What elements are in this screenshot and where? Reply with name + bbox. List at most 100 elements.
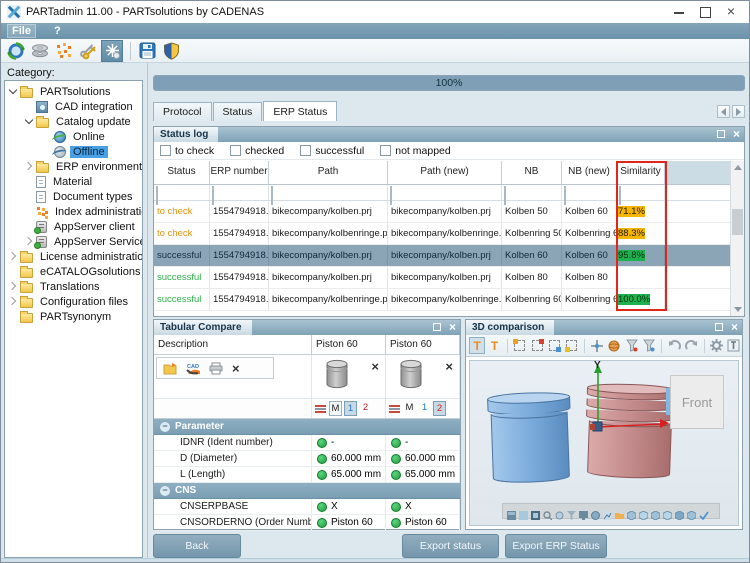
- section-parameter[interactable]: − Parameter: [154, 419, 460, 435]
- vertical-scrollbar[interactable]: [730, 161, 744, 316]
- list-view-icon[interactable]: [315, 404, 327, 414]
- zoom-icon[interactable]: [543, 507, 553, 520]
- compare-row[interactable]: L (Length) 65.000 mm 65.000 mm: [154, 467, 460, 483]
- view-back-icon[interactable]: [650, 507, 661, 521]
- tab-status[interactable]: Status: [212, 102, 263, 121]
- panel-maximize-icon[interactable]: [432, 323, 441, 331]
- security-shield-icon[interactable]: [160, 40, 182, 62]
- tree-item-appserver-client[interactable]: AppServer client: [5, 219, 142, 234]
- apply-check-icon[interactable]: [699, 507, 709, 520]
- menu-help[interactable]: ?: [53, 25, 61, 37]
- column-header[interactable]: NB: [502, 161, 562, 184]
- select-mode-3-icon[interactable]: [546, 337, 562, 354]
- expander-icon[interactable]: [8, 251, 19, 262]
- status-log-row-selected[interactable]: successful 1554794918.1 bikecompany/kolb…: [154, 245, 744, 267]
- compare-row[interactable]: CNSORDERNO (Order Number) Piston 60 Pist…: [154, 515, 460, 531]
- orbit-icon[interactable]: [555, 507, 564, 519]
- view-front-icon[interactable]: [638, 507, 649, 521]
- menu-file[interactable]: File: [7, 24, 36, 38]
- measure-icon[interactable]: [726, 337, 742, 354]
- tab-scroll-left-icon[interactable]: [717, 105, 730, 118]
- tab-protocol[interactable]: Protocol: [153, 102, 212, 121]
- mode-1-button[interactable]: 1: [344, 401, 357, 416]
- compare-close-icon[interactable]: ×: [232, 360, 240, 376]
- open-folder-icon[interactable]: [163, 362, 178, 375]
- sphere-icon[interactable]: [606, 337, 622, 354]
- index-icon[interactable]: [53, 40, 75, 62]
- render-shaded-icon[interactable]: [519, 507, 528, 520]
- column-header[interactable]: Similarity: [617, 161, 665, 184]
- export-status-button[interactable]: Export status: [402, 534, 499, 558]
- cad-export-icon[interactable]: CAD: [186, 362, 201, 375]
- status-log-row[interactable]: to check 1554794918.0 bikecompany/kolben…: [154, 201, 744, 223]
- tree-item-index-administration[interactable]: Index administration: [5, 204, 142, 219]
- view-top-icon[interactable]: [686, 507, 697, 521]
- column-header[interactable]: NB (new): [562, 161, 617, 184]
- column-header[interactable]: Path: [269, 161, 388, 184]
- section-cns[interactable]: − CNS: [154, 483, 460, 499]
- redo-icon[interactable]: [683, 337, 699, 354]
- minimize-icon[interactable]: [673, 6, 685, 18]
- column-filter-input[interactable]: [390, 186, 392, 205]
- tree-item-ecatalogsolutions[interactable]: eCATALOGsolutions: [5, 264, 142, 279]
- checkbox-icon[interactable]: [160, 145, 171, 156]
- checkbox-icon[interactable]: [230, 145, 242, 156]
- remove-item-icon[interactable]: ×: [445, 359, 453, 374]
- compare-row[interactable]: IDNR (Ident number) - -: [154, 435, 460, 451]
- tab-scroll-right-icon[interactable]: [732, 105, 745, 118]
- license-keys-icon[interactable]: [77, 40, 99, 62]
- render-wire-icon[interactable]: [531, 507, 540, 520]
- mode-1-button[interactable]: 1: [421, 402, 428, 413]
- checkbox-icon[interactable]: [300, 145, 312, 156]
- tree-item-catalog-update[interactable]: Catalog update: [5, 114, 142, 129]
- show-part-a-icon[interactable]: T: [469, 337, 486, 354]
- view-left-icon[interactable]: [662, 507, 673, 521]
- column-filter-input[interactable]: [619, 186, 621, 205]
- remove-item-icon[interactable]: ×: [371, 359, 379, 374]
- tree-item-configuration-files[interactable]: Configuration files: [5, 294, 142, 309]
- select-mode-2-icon[interactable]: [529, 337, 545, 354]
- column-filter-input[interactable]: [212, 186, 214, 205]
- mode-2-button[interactable]: 2: [362, 402, 369, 413]
- scroll-down-icon[interactable]: [731, 303, 744, 316]
- scrollbar-thumb[interactable]: [732, 209, 743, 235]
- online-update-icon[interactable]: [5, 40, 27, 62]
- tree-item-cad-integration[interactable]: CAD integration: [5, 99, 142, 114]
- maximize-icon[interactable]: [699, 6, 711, 18]
- folder-mini-icon[interactable]: [615, 507, 624, 519]
- filter-not-mapped[interactable]: not mapped: [380, 145, 451, 157]
- export-erp-status-button[interactable]: Export ERP Status: [505, 534, 607, 558]
- column-filter-input[interactable]: [564, 186, 566, 205]
- mode-m-button[interactable]: M: [405, 402, 414, 413]
- filter-new-icon[interactable]: [623, 337, 639, 354]
- column-header[interactable]: ERP number: [210, 161, 269, 184]
- filter-checked[interactable]: checked: [230, 145, 284, 157]
- compare-row[interactable]: D (Diameter) 60.000 mm 60.000 mm: [154, 451, 460, 467]
- status-log-row[interactable]: to check 1554794918.3 bikecompany/kolben…: [154, 223, 744, 245]
- undo-icon[interactable]: [666, 337, 682, 354]
- close-icon[interactable]: ×: [726, 3, 736, 19]
- status-log-row[interactable]: successful 1554794918.4 bikecompany/kolb…: [154, 289, 744, 311]
- expander-icon[interactable]: [8, 281, 19, 292]
- tree-item-erp-environment[interactable]: ERP environment: [5, 159, 142, 174]
- column-filter-input[interactable]: [504, 186, 506, 205]
- viewport-3d[interactable]: Y X Front: [469, 360, 739, 526]
- tree-item-partsolutions[interactable]: PARTsolutions: [5, 84, 142, 99]
- globe-icon[interactable]: [591, 507, 600, 520]
- tree-item-license-administration[interactable]: License administration: [5, 249, 142, 264]
- chart-icon[interactable]: [603, 507, 612, 520]
- panel-maximize-icon[interactable]: [714, 323, 723, 331]
- render-solid-icon[interactable]: [507, 507, 516, 520]
- tree-item-online[interactable]: Online: [5, 129, 142, 144]
- offline-update-icon[interactable]: [101, 39, 123, 62]
- screen-icon[interactable]: [579, 507, 588, 520]
- tree-item-material[interactable]: Material: [5, 174, 142, 189]
- settings-gear-icon[interactable]: [708, 337, 724, 354]
- filter-successful[interactable]: successful: [300, 145, 364, 157]
- scroll-up-icon[interactable]: [731, 161, 744, 174]
- checkbox-icon[interactable]: [380, 145, 392, 156]
- mode-m-button[interactable]: M: [329, 401, 342, 416]
- column-filter-input[interactable]: [156, 186, 158, 205]
- column-header[interactable]: Path (new): [388, 161, 502, 184]
- expander-icon[interactable]: [8, 86, 19, 97]
